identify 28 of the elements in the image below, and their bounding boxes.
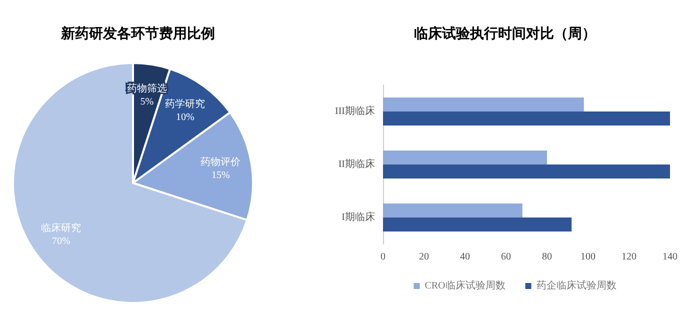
bar (383, 218, 572, 232)
x-tick-label: 20 (419, 252, 429, 262)
x-tick-label: 100 (580, 252, 596, 262)
data-label: 15% (212, 170, 230, 182)
y-tick-label: I期临床 (342, 211, 375, 223)
x-tick-label: 40 (460, 252, 470, 262)
data-label: 5% (140, 96, 154, 108)
y-tick-label: III期临床 (335, 105, 375, 117)
y-tick-label: II期临床 (338, 158, 375, 170)
x-tick-label: 80 (542, 252, 552, 262)
legend-label: 药企临床试验周数 (536, 280, 616, 292)
x-tick-label: 140 (662, 252, 678, 262)
legend-label: CRO临床试验周数 (424, 280, 506, 292)
chart-title: 临床试验执行时间对比（周） (414, 25, 596, 42)
bar (383, 164, 670, 178)
data-label: 10% (176, 112, 194, 124)
bar (383, 112, 670, 126)
bar (383, 204, 522, 218)
slice-label: 药学研究 (165, 98, 206, 110)
x-tick-label: 120 (622, 252, 636, 262)
x-tick-label: 60 (501, 252, 511, 262)
slice-label: 药物评价 (200, 156, 241, 168)
bar (383, 98, 584, 112)
x-tick-label: 0 (380, 252, 386, 262)
slice-label: 临床研究 (41, 222, 82, 234)
chart-title: 新药研发各环节费用比例 (60, 25, 215, 42)
bar (383, 150, 547, 164)
data-label: 70% (52, 236, 70, 248)
